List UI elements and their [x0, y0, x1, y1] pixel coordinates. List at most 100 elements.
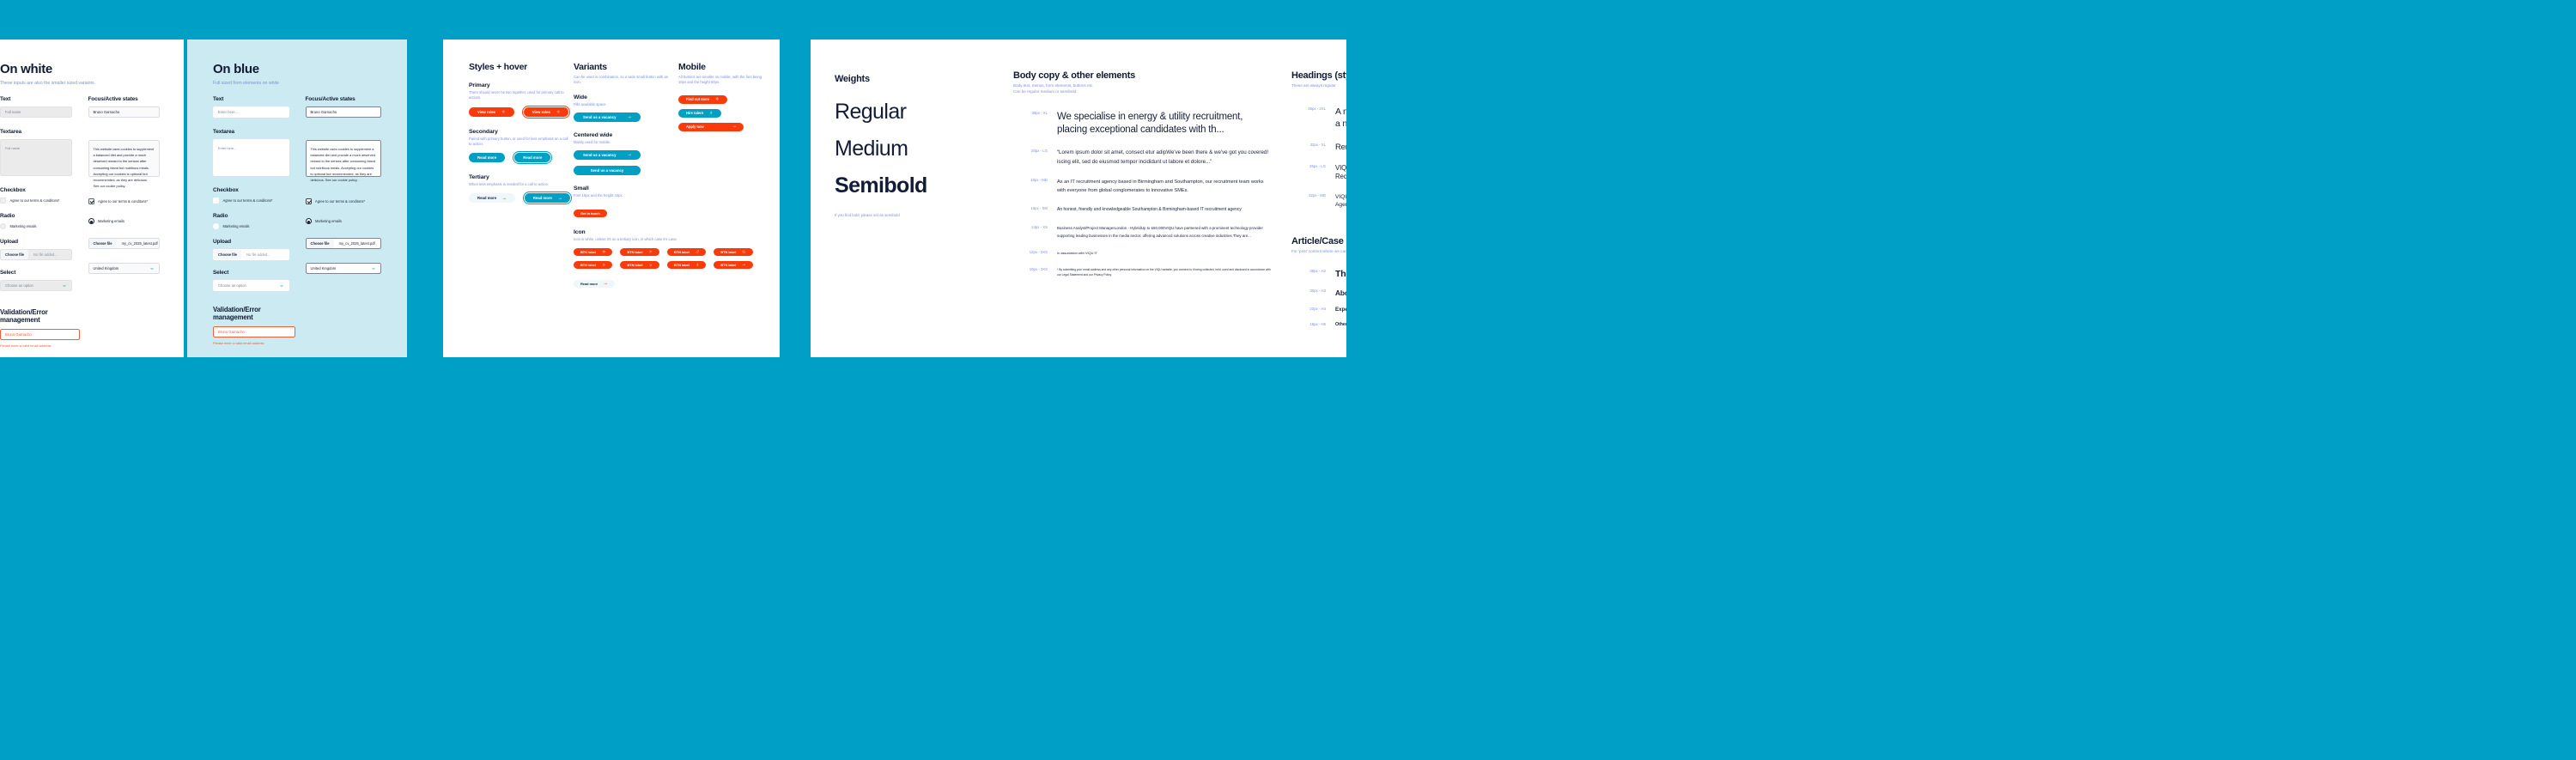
choose-file-button[interactable]: Choose file: [214, 250, 242, 259]
upload-control-filled[interactable]: Choose file my_cv_2025_latest.pdf: [88, 238, 160, 249]
textarea-default[interactable]: Enter here...: [213, 139, 289, 176]
secondary-button-hover[interactable]: Read more: [514, 153, 551, 163]
variants-column-title: Variants: [574, 62, 607, 72]
heading-row-xl: 32px - XL Renewable energy: [1291, 143, 1346, 153]
upload-filename: my_cv_2025_latest.pdf: [338, 241, 375, 246]
button-label: Read more: [477, 155, 497, 161]
radio-icon[interactable]: [0, 223, 6, 229]
radio-icon[interactable]: [213, 223, 219, 229]
small-button[interactable]: Get in touch: [574, 210, 607, 218]
icon-button[interactable]: BTN label: [714, 247, 753, 256]
primary-button[interactable]: View roles: [469, 106, 514, 117]
select-filled[interactable]: United Kingdom: [88, 263, 160, 274]
select-default[interactable]: Choose an option: [213, 280, 289, 291]
choose-file-button[interactable]: Choose file: [306, 239, 334, 248]
radio-row-selected[interactable]: Marketing emails: [305, 218, 382, 224]
tertiary-button-hover[interactable]: Read more: [524, 193, 571, 204]
button-label: View roles: [477, 109, 496, 114]
chevron-down-icon: [372, 266, 375, 270]
validation-error-input[interactable]: Bruno Garnacho: [213, 326, 295, 337]
size-tag: 22px - H4: [1309, 306, 1326, 311]
button-label: Get in touch: [580, 211, 600, 216]
article-title: Article/Case headers: [1291, 236, 1346, 247]
mobile-button-hire-talent[interactable]: Hire talent: [678, 108, 721, 118]
article-sample: About the role: [1335, 289, 1346, 298]
secondary-button[interactable]: Read more: [469, 153, 506, 163]
tertiary-desc: When less emphasis is needed for a call …: [469, 182, 550, 187]
icon-button[interactable]: BTN label: [620, 247, 659, 256]
textarea-default[interactable]: Full name: [0, 139, 72, 176]
tertiary-group: Tertiary When less emphasis is needed fo…: [469, 174, 571, 204]
radio-option-label: Marketing emails: [9, 224, 37, 228]
secondary-group: Secondary Paired with primary button, or…: [469, 129, 570, 163]
variants-desc: Can be used in combination, so a wide sm…: [574, 75, 669, 85]
text-input-default[interactable]: Full name: [0, 106, 72, 118]
checkbox-icon[interactable]: [0, 198, 6, 204]
bell-icon: [602, 263, 606, 267]
upload-control-empty[interactable]: Choose file No file added...: [0, 249, 72, 260]
textarea-filled[interactable]: This website uses cookies to supplement …: [88, 140, 160, 188]
checkbox-row-checked[interactable]: Agree to our terms & conditons*: [305, 198, 382, 204]
icon-button[interactable]: BTN label: [666, 247, 707, 256]
headings-title: Headings (style 1): [1291, 70, 1346, 81]
button-label: BTN label: [627, 262, 643, 267]
select-default[interactable]: Choose an option: [0, 280, 72, 291]
validation-section-title: Validation/Error management: [213, 306, 261, 321]
primary-button-hover[interactable]: View roles: [523, 106, 569, 117]
mobile-button-apply-now[interactable]: Apply now: [678, 122, 744, 131]
checkbox-row-unchecked[interactable]: Agree to our terms & conditons*: [213, 198, 289, 204]
radio-row-unselected[interactable]: Marketing emails: [213, 223, 289, 229]
body-row-md: 18px - MD As an IT recruitment agency ba…: [1013, 178, 1271, 195]
radio-row-selected[interactable]: Marketing emails: [88, 218, 161, 224]
upload-control-empty[interactable]: Choose file No file added...: [213, 249, 289, 260]
radio-row-unselected[interactable]: Marketing emails: [0, 223, 72, 229]
centered-wide-button-with-icon[interactable]: Send us a vacancy: [574, 150, 641, 161]
checkbox-icon[interactable]: [213, 198, 219, 204]
size-tag: 38px - XL: [1031, 110, 1048, 115]
validation-error-input[interactable]: Bruno Garnacho: [0, 329, 80, 340]
icon-button[interactable]: BTN label: [574, 247, 613, 256]
body-sample: We specialise in energy & utility recrui…: [1057, 111, 1243, 135]
choose-file-button[interactable]: Choose file: [88, 239, 117, 248]
text-input-focus[interactable]: Bruno Garnacho: [88, 106, 160, 118]
panel-buttons: Styles + hover Primary There should neve…: [443, 40, 780, 357]
wide-button[interactable]: Send us a vacancy: [574, 112, 641, 122]
headings-sub: These are always regular: [1291, 83, 1336, 88]
text-input-focus[interactable]: Bruno Garnacho: [305, 106, 381, 118]
icon-button[interactable]: BTN label: [620, 260, 659, 269]
checkbox-row-checked[interactable]: Agree to our terms & conditons*: [88, 198, 161, 204]
button-label: Find out more: [686, 97, 710, 102]
select-value: United Kingdom: [93, 266, 119, 271]
size-tag: 14px - XS: [1031, 225, 1048, 230]
body-sample: “Lorem ipsum dolor sit amet, consect etu…: [1057, 149, 1269, 165]
checkbox-checked-icon[interactable]: [88, 198, 94, 204]
weight-sample-medium: Medium: [835, 137, 908, 161]
radio-selected-icon[interactable]: [88, 218, 94, 224]
upload-control-filled[interactable]: Choose file my_cv_2025_latest.pdf: [305, 238, 381, 249]
icon-button[interactable]: BTN label: [714, 260, 753, 269]
choose-file-button[interactable]: Choose file: [1, 250, 29, 259]
radio-option-label: Marketing emails: [222, 224, 250, 228]
article-headers-group: Article/Case headers For 'post' content …: [1291, 236, 1346, 327]
button-label: Apply now: [686, 125, 704, 130]
tertiary-button[interactable]: Read more: [469, 193, 515, 204]
heading-row-lg: 26px - LG VIQU Announced As The UK's 'Be…: [1291, 164, 1346, 182]
checkbox-checked-icon[interactable]: [305, 198, 312, 204]
text-input-default[interactable]: Enter here...: [213, 106, 289, 118]
mobile-button-find-out-more[interactable]: Find out more: [678, 94, 727, 104]
button-label: BTN label: [627, 249, 643, 254]
icon-button[interactable]: BTN label: [666, 260, 707, 269]
size-tag: 22px - MD: [1309, 192, 1326, 198]
textarea-filled[interactable]: This website uses cookies to supplement …: [305, 140, 381, 182]
centered-wide-button[interactable]: Send us a vacancy: [574, 166, 641, 176]
select-filled[interactable]: United Kingdom: [305, 263, 381, 274]
tertiary-icon-button[interactable]: Read more: [574, 279, 615, 288]
button-label: BTN label: [720, 262, 737, 267]
radio-selected-icon[interactable]: [305, 218, 312, 224]
icon-button[interactable]: BTN label: [574, 260, 613, 269]
checkbox-row-unchecked[interactable]: Agree to our terms & conditons*: [0, 198, 72, 204]
icon-heading: Icon: [574, 229, 586, 236]
select-value: Choose an option: [5, 283, 33, 288]
select-label: Select: [213, 270, 229, 276]
arrow-right-icon: [627, 115, 632, 119]
